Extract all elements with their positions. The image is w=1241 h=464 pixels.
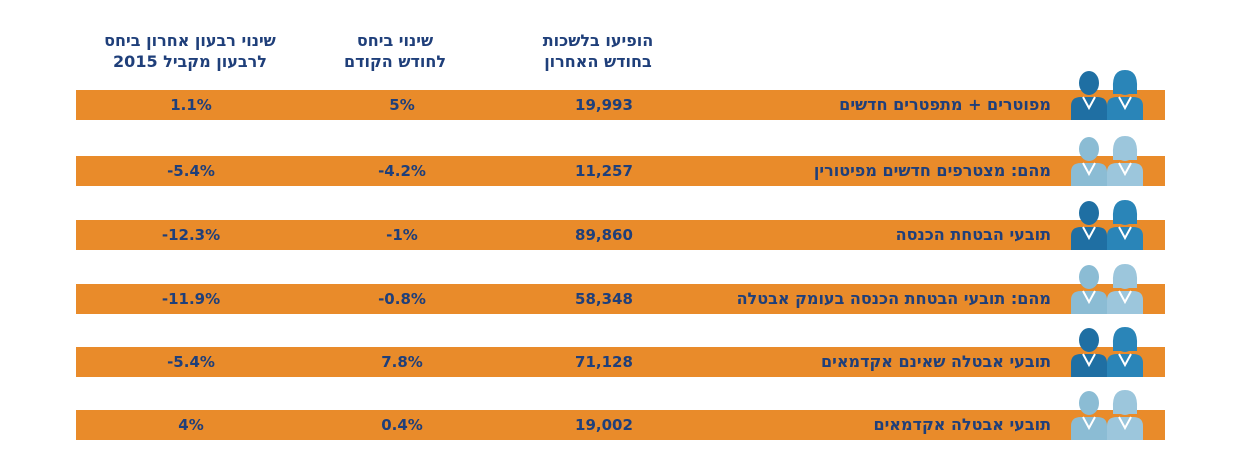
row-label: תובעי אבטלה אקדמאים <box>873 415 1051 434</box>
year-change: 4% <box>178 416 204 434</box>
people-light-icon <box>1071 264 1143 314</box>
count-value: 71,128 <box>575 353 633 371</box>
header-year: שינוי רבעון אחרון ביחס לרבעון מקביל 2015 <box>60 30 320 72</box>
prev-month-change: -0.8% <box>378 290 426 308</box>
count-value: 11,257 <box>575 162 633 180</box>
people-dark-icon <box>1071 70 1143 120</box>
people-light-icon <box>1071 390 1143 440</box>
year-change: -5.4% <box>167 162 215 180</box>
count-value: 89,860 <box>575 226 633 244</box>
header-year-line1: שינוי רבעון אחרון ביחס <box>104 31 276 50</box>
header-count: הופיעו בלשכות בחודש האחרון <box>508 30 688 72</box>
year-change: -11.9% <box>161 290 221 308</box>
prev-month-change: -1% <box>386 226 418 244</box>
prev-month-change: -4.2% <box>378 162 426 180</box>
year-change: 1.1% <box>170 96 212 114</box>
header-prev-line1: שינוי ביחס <box>356 31 434 50</box>
people-dark-icon <box>1071 200 1143 250</box>
table-row: מהם: מצטרפים חדשים מפיטורין 11,257 -4.2% -5… <box>76 136 1165 186</box>
header-year-line2: לרבעון מקביל 2015 <box>113 52 267 71</box>
count-value: 19,993 <box>575 96 633 114</box>
prev-month-change: 5% <box>389 96 415 114</box>
year-change: -12.3% <box>161 226 221 244</box>
row-label: תובעי הבטחת הכנסה <box>895 225 1051 244</box>
prev-month-change: 7.8% <box>381 353 423 371</box>
table-row: תובעי אבטלה שאינם אקדמאים 71,128 7.8% -5.4% <box>76 327 1165 377</box>
count-value: 58,348 <box>575 290 633 308</box>
header-prev-month: שינוי ביחס לחודש הקודם <box>300 30 490 72</box>
table-row: תובעי אבטלה אקדמאים 19,002 0.4% 4% <box>76 390 1165 440</box>
header-prev-line2: לחודש הקודם <box>343 52 447 71</box>
row-label: תובעי אבטלה שאינם אקדמאים <box>821 352 1051 371</box>
header-count-line1: הופיעו בלשכות <box>542 31 654 50</box>
table-row: תובעי הבטחת הכנסה 89,860 -1% -12.3% <box>76 200 1165 250</box>
year-change: -5.4% <box>167 353 215 371</box>
header-count-line2: בחודש האחרון <box>544 52 652 71</box>
count-value: 19,002 <box>575 416 633 434</box>
table-row: מהם: תובעי הבטחת הכנסה בעומק אבטלה 58,348… <box>76 264 1165 314</box>
row-label: מהם: תובעי הבטחת הכנסה בעומק אבטלה <box>736 289 1051 308</box>
people-dark-icon <box>1071 327 1143 377</box>
table-row: מפוטרים + מתפטרים חדשים 19,993 5% 1.1% <box>76 70 1165 120</box>
row-label: מהם: מצטרפים חדשים מפיטורין <box>813 161 1051 180</box>
prev-month-change: 0.4% <box>381 416 423 434</box>
row-label: מפוטרים + מתפטרים חדשים <box>839 95 1051 114</box>
people-light-icon <box>1071 136 1143 186</box>
